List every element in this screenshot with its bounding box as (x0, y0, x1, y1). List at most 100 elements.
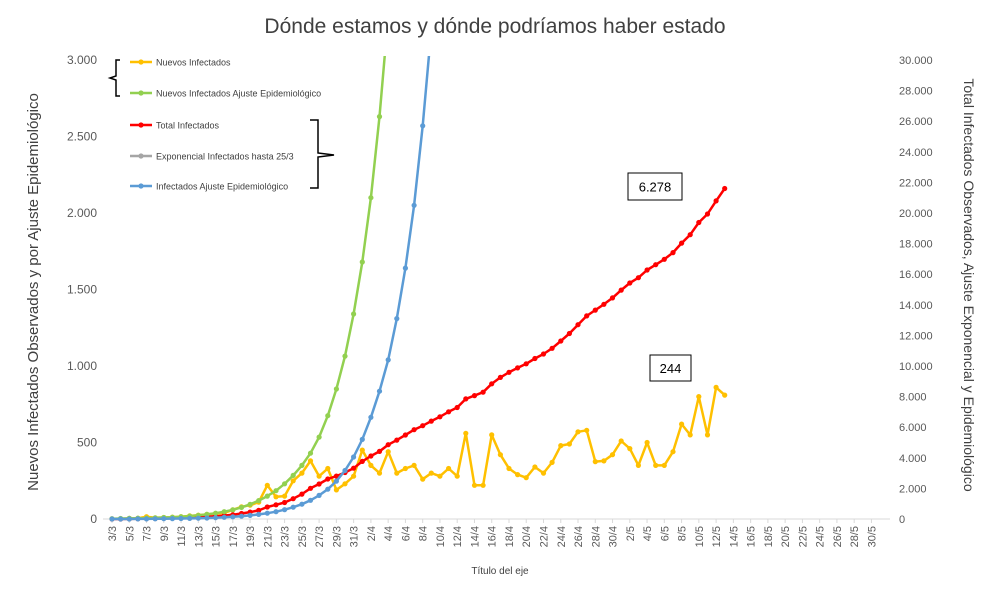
data-point (256, 507, 262, 513)
x-tick-label: 3/3 (107, 526, 119, 541)
data-point (515, 365, 521, 371)
data-point (584, 313, 590, 319)
data-point (342, 481, 348, 487)
data-point (187, 515, 193, 522)
left-tick-label: 500 (77, 436, 97, 450)
data-point (290, 496, 296, 502)
x-tick-label: 7/3 (142, 526, 154, 541)
x-tick-label: 24/4 (556, 526, 568, 547)
data-point (601, 458, 607, 464)
data-point (592, 307, 598, 313)
data-point (592, 459, 598, 465)
data-point (601, 301, 607, 307)
data-point (333, 487, 339, 493)
x-tick-label: 11/3 (176, 526, 188, 547)
right-tick-label: 22.000 (899, 177, 933, 189)
data-point (368, 195, 374, 201)
data-point (359, 259, 365, 265)
data-point (713, 384, 719, 390)
data-point (135, 516, 141, 522)
data-point (368, 453, 374, 459)
x-tick-label: 31/3 (349, 526, 361, 547)
annotations: 6.278 244 (627, 172, 692, 382)
data-point (661, 256, 667, 262)
data-point (584, 427, 590, 433)
right-tick-label: 24.000 (899, 147, 933, 159)
x-tick-label: 26/4 (573, 526, 585, 547)
annotation-label: 244 (660, 361, 682, 376)
x-tick-label: 30/5 (866, 526, 878, 547)
data-point (446, 409, 452, 415)
data-point (299, 470, 305, 476)
data-point (316, 434, 322, 440)
x-tick-label: 4/5 (642, 526, 654, 541)
data-point (679, 240, 685, 246)
x-tick-label: 5/3 (124, 526, 136, 541)
data-point (420, 123, 426, 129)
x-tick-label: 22/4 (539, 526, 551, 547)
data-point (394, 470, 400, 476)
x-tick-label: 8/5 (677, 526, 689, 541)
x-tick-label: 13/3 (193, 526, 205, 547)
legend: Nuevos Infectados Nuevos Infectados Ajust… (107, 58, 335, 192)
data-point (609, 452, 616, 458)
x-tick-label: 6/4 (400, 526, 412, 541)
data-point (394, 437, 400, 443)
left-tick-label: 1.000 (67, 359, 97, 373)
data-point (566, 441, 573, 447)
x-tick-label: 18/4 (504, 526, 516, 547)
data-point (661, 462, 667, 468)
data-point (325, 465, 331, 472)
annotation-box (627, 172, 683, 201)
x-tick-label: 29/3 (331, 526, 343, 547)
data-point (126, 516, 132, 522)
data-point (428, 470, 434, 476)
data-point (376, 470, 383, 476)
data-point (385, 357, 391, 363)
data-point (264, 493, 270, 499)
data-point (549, 459, 555, 465)
data-point (635, 462, 642, 468)
data-point (109, 516, 115, 522)
data-point (351, 473, 357, 479)
x-tick-label: 14/5 (728, 526, 740, 547)
chart-title: Dónde estamos y dónde podríamos haber es… (264, 15, 725, 38)
data-point (411, 427, 417, 433)
data-point (316, 492, 322, 498)
data-point (549, 345, 555, 351)
right-tick-label: 4.000 (899, 453, 927, 465)
data-point (290, 478, 296, 484)
data-point (454, 473, 460, 479)
x-tick-label: 8/4 (418, 526, 430, 541)
data-point (333, 478, 339, 484)
data-point (282, 493, 288, 499)
x-tick-label: 14/4 (469, 526, 481, 547)
data-point (256, 511, 262, 517)
data-point (437, 473, 443, 479)
right-tick-label: 12.000 (899, 330, 933, 342)
x-tick-label: 20/4 (521, 526, 533, 547)
data-point (558, 443, 564, 449)
data-point (704, 211, 711, 217)
data-point (307, 450, 314, 456)
data-point (687, 232, 693, 238)
y-axis-left-label: Nuevos Infectados Observados y por Ajust… (25, 93, 42, 491)
data-point (359, 447, 365, 453)
data-point (178, 515, 184, 522)
right-tick-label: 2.000 (899, 483, 927, 495)
data-point (282, 499, 288, 506)
data-point (497, 374, 503, 380)
x-tick-label: 16/5 (746, 526, 758, 547)
data-point (221, 514, 227, 520)
data-point (325, 413, 331, 419)
annotation-label: 6.278 (639, 180, 672, 195)
data-point (722, 392, 728, 398)
data-point (402, 265, 408, 271)
right-tick-label: 6.000 (899, 422, 927, 434)
data-point (644, 267, 650, 273)
data-point (152, 516, 158, 522)
data-point (618, 287, 624, 293)
data-point (351, 454, 357, 460)
x-tick-label: 20/5 (780, 526, 792, 547)
data-point (532, 464, 538, 470)
